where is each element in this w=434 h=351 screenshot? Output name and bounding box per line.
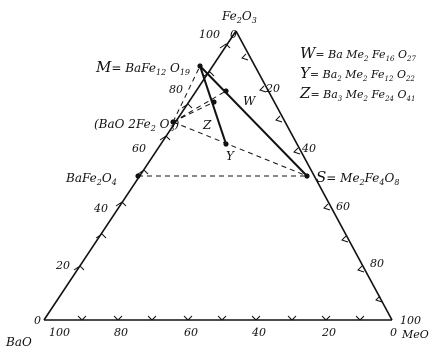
- right-tick: [375, 295, 383, 303]
- label-bafe2o4: BaFe2O4: [65, 171, 117, 187]
- label-z: Z: [202, 118, 212, 132]
- left-scale-20: 20: [55, 259, 70, 272]
- right-tick: [357, 265, 365, 273]
- left-tick: [219, 43, 231, 49]
- label-s-me2fe4o8: S= Me2Fe4O8: [316, 168, 399, 187]
- bottom-tick: [77, 315, 87, 321]
- left-scale: 0 20 40 60 80 100: [34, 28, 220, 327]
- left-tick: [73, 265, 85, 271]
- point-s: [304, 173, 310, 179]
- phase-points: [135, 63, 310, 179]
- tie-line-bao2fe2o3-s: [172, 121, 308, 177]
- tie-line-bao2fe2o3-m: [172, 65, 201, 123]
- right-scale-100: 100: [400, 314, 421, 327]
- right-tick: [259, 85, 267, 93]
- right-edge: [235, 30, 393, 321]
- left-tick: [181, 103, 193, 109]
- right-scale-60: 60: [336, 200, 350, 213]
- right-scale-40: 40: [301, 142, 316, 155]
- legend-w: W= Ba Me2 Fe16 O27: [300, 44, 416, 63]
- left-scale-80: 80: [169, 83, 183, 96]
- bottom-tick: [217, 315, 227, 321]
- left-scale-60: 60: [132, 142, 146, 155]
- right-scale: 20 40 60 80 100: [265, 82, 421, 327]
- bottom-scale-60: 60: [184, 326, 198, 339]
- bottom-tick: [147, 315, 157, 321]
- left-tick: [159, 135, 171, 141]
- bottom-tick: [321, 315, 331, 321]
- formula-legend: W= Ba Me2 Fe16 O27 Y= Ba2 Me2 Fe12 O22 Z…: [299, 44, 416, 103]
- bottom-scale-40: 40: [251, 326, 266, 339]
- tie-line-bao2fe2o3-z: [172, 101, 215, 123]
- point-z: [211, 99, 217, 105]
- vertex-label-fe2o3: Fe2O3: [221, 9, 257, 25]
- bottom-tick: [251, 315, 261, 321]
- point-y: [223, 141, 229, 147]
- right-tick: [241, 53, 249, 61]
- top-zero: 0: [230, 28, 237, 41]
- bottom-tick: [113, 315, 123, 321]
- right-scale-20: 20: [265, 82, 280, 95]
- bottom-scale-80: 80: [114, 326, 128, 339]
- bottom-scale-20: 20: [321, 326, 336, 339]
- left-tick: [203, 71, 215, 77]
- bottom-tick: [355, 315, 365, 321]
- left-tick: [137, 169, 149, 175]
- bottom-tick: [183, 315, 193, 321]
- left-tick: [95, 233, 107, 239]
- left-tick: [115, 201, 127, 207]
- tie-line-m-s: [199, 65, 308, 177]
- point-m: [197, 63, 203, 69]
- right-tick: [293, 147, 301, 155]
- tie-line-bao2fe2o3-w: [172, 90, 227, 123]
- bottom-scale-0: 0: [390, 326, 397, 339]
- point-bafe2o4: [135, 173, 141, 179]
- legend-y: Y= Ba2 Me2 Fe12 O22: [300, 64, 415, 83]
- bottom-edge-ticks: [77, 315, 365, 321]
- right-tick: [341, 235, 349, 243]
- label-bao-2fe2o3: (BaO 2Fe2 O3): [94, 117, 180, 133]
- point-w: [223, 88, 229, 94]
- legend-z: Z= Ba3 Me2 Fe24 O41: [299, 84, 415, 103]
- tie-lines: [138, 65, 308, 177]
- bottom-scale-100: 100: [49, 326, 70, 339]
- tie-line-m-y: [199, 65, 227, 145]
- right-edge-ticks: [241, 53, 383, 303]
- label-w: W: [243, 94, 257, 108]
- right-scale-80: 80: [370, 257, 384, 270]
- vertex-label-bao: BaO: [5, 335, 32, 349]
- bottom-tick: [287, 315, 297, 321]
- right-tick: [275, 115, 283, 123]
- left-scale-40: 40: [93, 202, 108, 215]
- left-scale-100: 100: [199, 28, 220, 41]
- left-edge-ticks: [73, 43, 231, 271]
- left-scale-0: 0: [34, 314, 41, 327]
- label-m-bafe12o19: M= BaFe12 O19: [95, 58, 190, 77]
- point-bao2fe2o3: [170, 119, 176, 125]
- right-tick: [323, 203, 331, 211]
- vertex-label-meo: MeO: [401, 328, 429, 341]
- bottom-scale: 100 80 60 40 20 0: [49, 326, 397, 339]
- label-y: Y: [226, 149, 235, 163]
